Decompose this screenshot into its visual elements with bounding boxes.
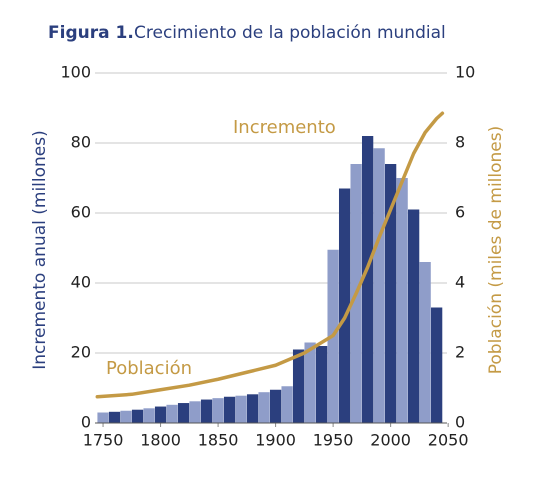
bar [189,401,201,423]
y2-tick-label: 0 [455,413,465,432]
bar [281,386,293,423]
bar [246,394,259,423]
population-line [95,111,445,399]
bar [223,396,236,423]
x-tick-label: 2000 [370,431,411,450]
figure-label: Figura 1. [48,23,134,43]
x-tick-label: 1900 [255,431,296,450]
bar [235,395,247,423]
bar [431,307,443,423]
bar [166,404,178,423]
annotation: Población [106,358,192,379]
y-tick-label: 60 [71,203,91,222]
y-tick-label: 20 [71,343,91,362]
y-tick-label: 100 [60,63,91,82]
bar [258,392,270,423]
y2-tick-label: 2 [455,343,465,362]
bar [269,389,282,423]
x-tick-label: 1750 [83,431,124,450]
x-tick-label: 1850 [198,431,239,450]
y-tick-label: 80 [71,133,91,152]
bar [315,346,328,423]
bar [373,148,385,423]
bar [304,342,316,423]
y2-axis-title: Población (miles de millones) [486,126,506,375]
bar [384,164,397,423]
bar [212,398,224,423]
y2-tick-label: 4 [455,273,465,292]
bar [408,209,420,423]
y-axis-title: Incremento anual (millones) [30,130,50,369]
bar [131,409,144,423]
bar [154,406,167,423]
bar [97,412,109,423]
x-tick-label: 2050 [428,431,469,450]
bar [108,411,121,423]
bar [177,403,190,423]
y-tick-label: 40 [71,273,91,292]
bar [338,188,351,423]
y2-tick-label: 10 [455,63,475,82]
bar [292,349,305,423]
annotation: Incremento [233,117,336,138]
bar [361,136,374,423]
x-tick-label: 1800 [140,431,181,450]
bar [143,408,155,423]
y-tick-label: 0 [81,413,91,432]
y2-tick-label: 8 [455,133,465,152]
bar [396,178,408,423]
y2-tick-label: 6 [455,203,465,222]
chart-title: Crecimiento de la población mundial [134,23,446,43]
x-tick-label: 1950 [313,431,354,450]
bar [200,399,213,423]
bar [419,262,431,423]
bar [120,410,132,423]
